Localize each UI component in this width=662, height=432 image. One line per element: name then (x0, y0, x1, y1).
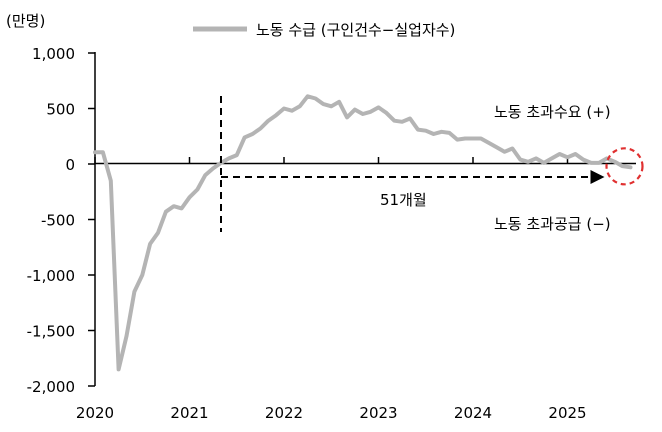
legend-label: 노동 수급 (구인건수−실업자수) (256, 21, 455, 39)
x-tick-label: 2021 (170, 404, 208, 422)
x-tick-group: 2020 2021 2022 2023 2024 2025 (76, 157, 587, 422)
y-tick-label: 1,000 (32, 45, 75, 63)
excess-supply-label: 노동 초과공급 (−) (494, 215, 611, 233)
x-tick-label: 2022 (265, 404, 303, 422)
y-tick-label: -500 (41, 212, 75, 230)
x-tick-label: 2023 (359, 404, 397, 422)
x-tick-label: 2025 (548, 404, 586, 422)
y-tick-label: 0 (65, 156, 75, 174)
highlight-circle (605, 147, 644, 186)
y-tick-label: -2,000 (27, 378, 75, 396)
y-tick-label: 500 (46, 101, 75, 119)
x-tick-label: 2020 (76, 404, 114, 422)
series-line (93, 94, 633, 372)
y-tick-label: -1,500 (27, 323, 75, 341)
duration-label: 51개월 (380, 191, 427, 209)
y-tick-label: -1,000 (27, 267, 75, 285)
x-tick-label: 2024 (454, 404, 492, 422)
duration-arrowhead (590, 170, 605, 184)
excess-demand-label: 노동 초과수요 (+) (494, 103, 611, 121)
y-tick-group: 1,000 500 0 -500 -1,000 -1,500 -2,000 (27, 45, 95, 396)
y-unit-label: (만명) (6, 12, 45, 30)
